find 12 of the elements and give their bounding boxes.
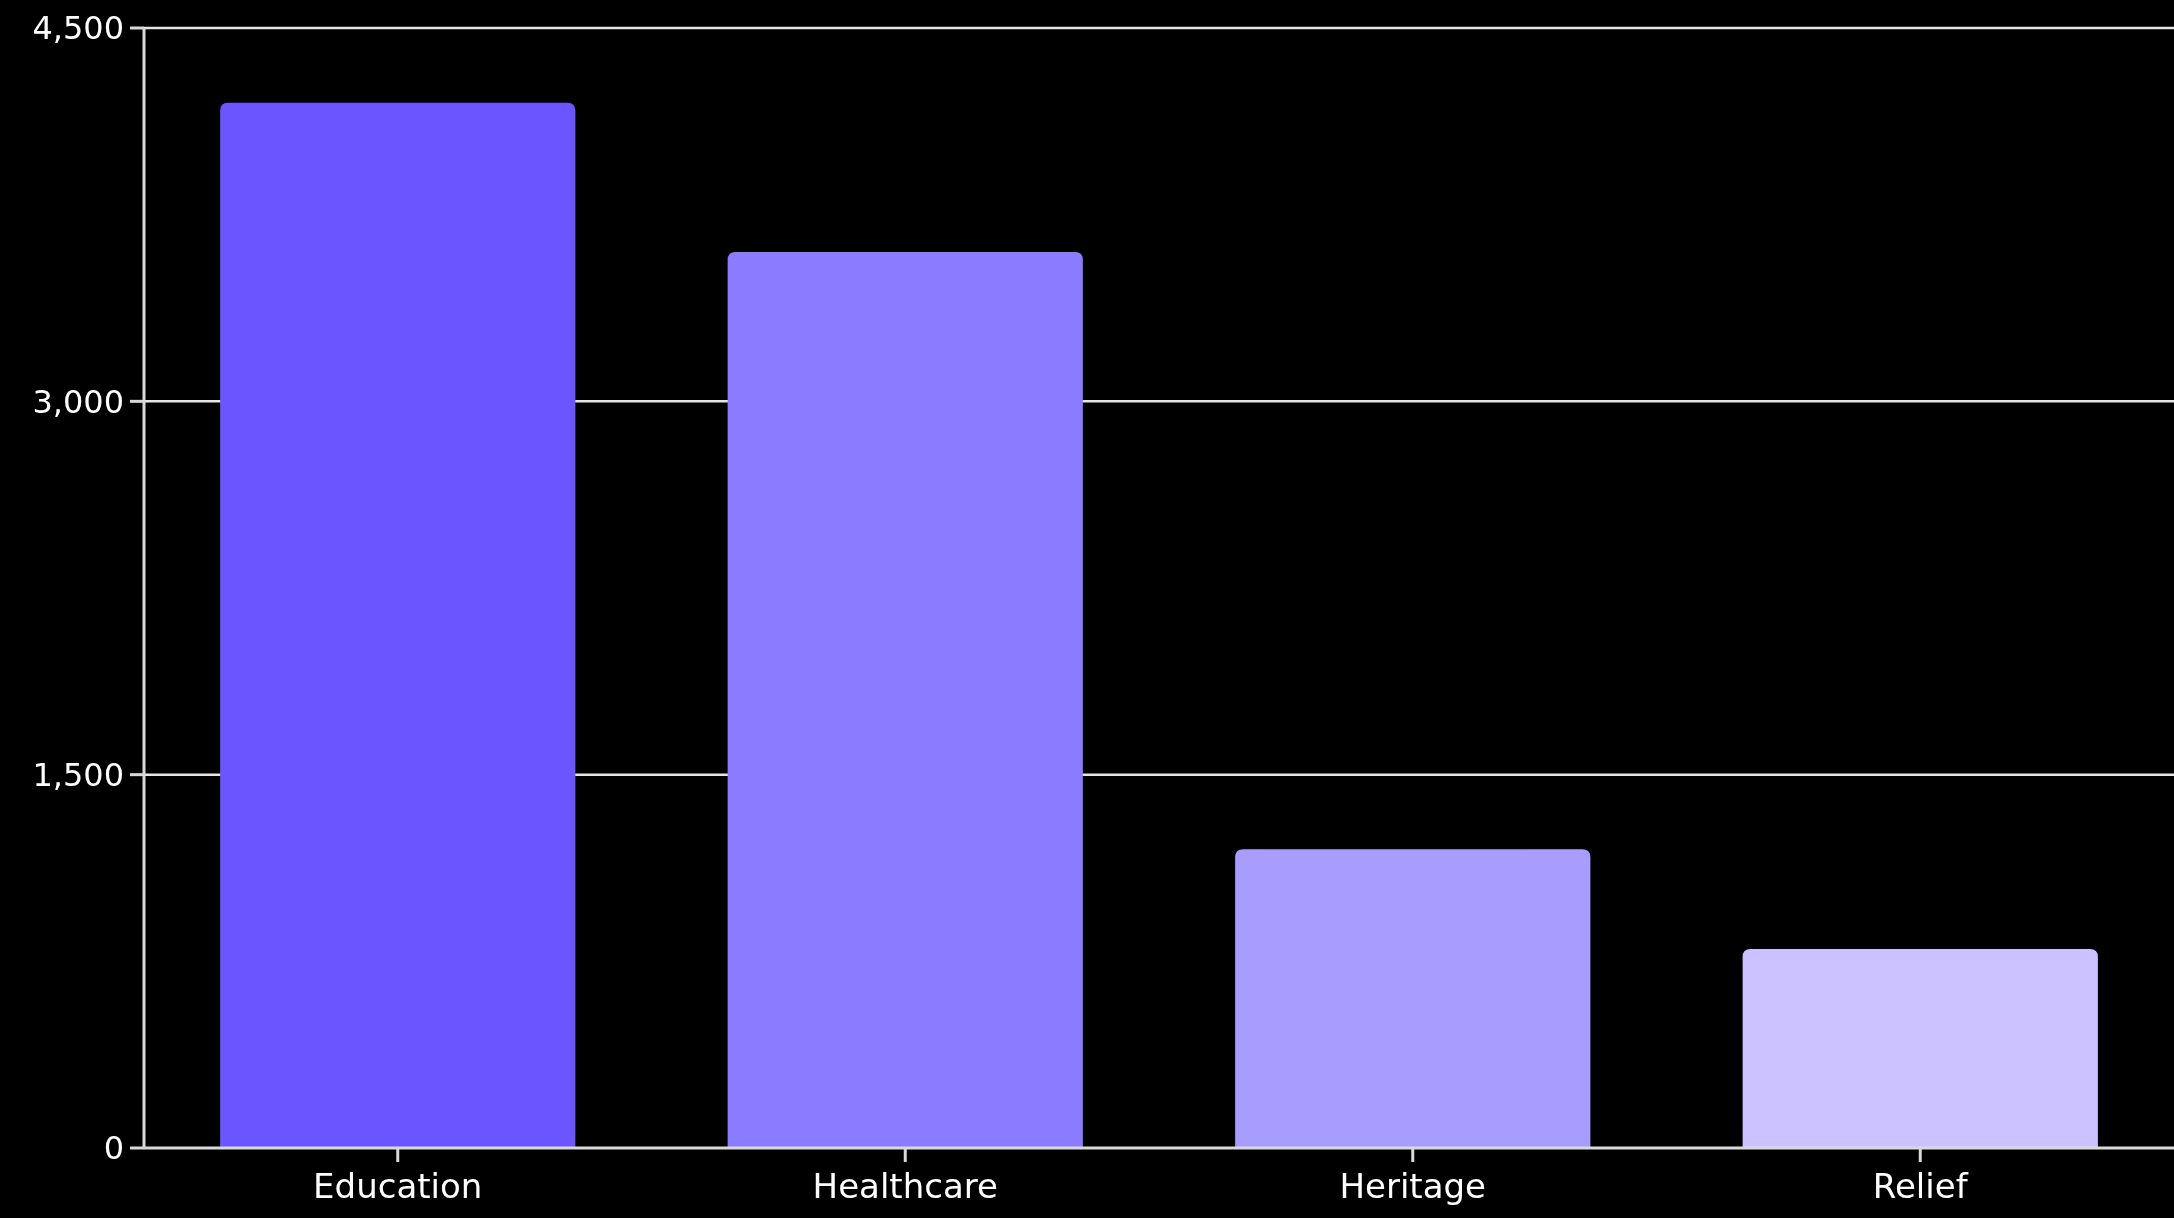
bar	[220, 102, 576, 1148]
x-tick-label: Heritage	[1339, 1166, 1487, 1206]
bar	[1235, 849, 1591, 1148]
bar	[1742, 948, 2098, 1148]
y-tick-label: 0	[103, 1129, 124, 1168]
x-tick-label: Education	[313, 1166, 483, 1206]
x-tick-label: Healthcare	[812, 1166, 998, 1206]
y-tick-label: 4,500	[32, 9, 124, 48]
y-tick-label: 3,000	[32, 382, 124, 421]
x-tick-label: Relief	[1872, 1166, 1969, 1206]
bar	[727, 252, 1083, 1148]
y-tick-label: 1,500	[32, 755, 124, 794]
